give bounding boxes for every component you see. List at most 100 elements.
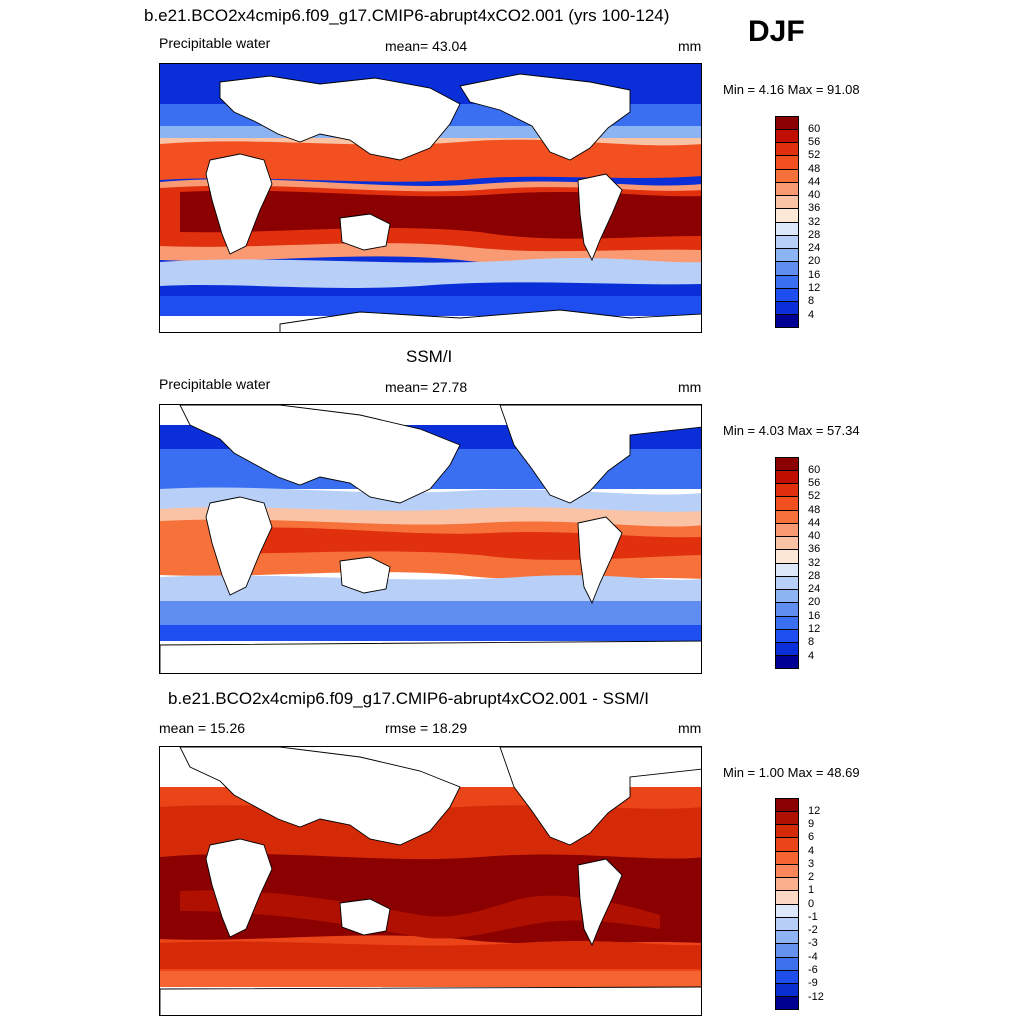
colorbar-swatch: [775, 536, 799, 550]
panel1-colorbar-tick: 20: [808, 255, 821, 267]
panel3-colorbar-tick: 3: [808, 858, 815, 870]
panel3-colorbar-tick: -6: [808, 964, 818, 976]
colorbar-swatch: [775, 496, 799, 511]
panel1-colorbar-tick: 48: [808, 163, 821, 175]
panel3-colorbar-tick: 12: [808, 805, 821, 817]
colorbar-swatch: [775, 957, 799, 971]
colorbar-swatch: [775, 129, 799, 143]
panel3-units-label: mm: [678, 720, 702, 736]
panel3-colorbar-tick: 6: [808, 831, 815, 843]
colorbar-swatch: [775, 288, 799, 302]
panel3-colorbar-tick: -3: [808, 937, 818, 949]
panel2-colorbar: [775, 457, 799, 669]
colorbar-swatch: [775, 877, 799, 891]
colorbar-swatch: [775, 169, 799, 183]
panel3-colorbar-tick: -1: [808, 911, 818, 923]
panel3-map-svg: [160, 747, 701, 1015]
panel1-map-svg: [160, 64, 701, 332]
panel1-minmax-label: Min = 4.16 Max = 91.08: [723, 82, 860, 97]
panel3-rmse-label: rmse = 18.29: [385, 720, 468, 736]
colorbar-swatch: [775, 824, 799, 838]
panel1-colorbar-tick: 28: [808, 229, 821, 241]
panel1-colorbar-tick: 56: [808, 136, 821, 148]
panel3-map: [159, 746, 702, 1016]
colorbar-swatch: [775, 798, 799, 812]
panel2-colorbar-tick: 12: [808, 623, 821, 635]
panel1-map: [159, 63, 702, 333]
season-label: DJF: [748, 15, 805, 48]
panel3-colorbar-tick: 4: [808, 845, 815, 857]
colorbar-swatch: [775, 155, 799, 170]
colorbar-swatch: [775, 261, 799, 276]
panel1-colorbar-tick: 60: [808, 123, 821, 135]
panel2-colorbar-tick: 36: [808, 543, 821, 555]
panel1-units-label: mm: [678, 38, 702, 54]
panel2-map-svg: [160, 405, 701, 673]
colorbar-swatch: [775, 837, 799, 852]
panel1-colorbar-tick: 40: [808, 189, 821, 201]
colorbar-swatch: [775, 983, 799, 997]
panel2-colorbar-tick: 40: [808, 530, 821, 542]
colorbar-swatch: [775, 851, 799, 865]
panel2-colorbar-tick: 8: [808, 636, 815, 648]
colorbar-swatch: [775, 811, 799, 825]
panel2-minmax-label: Min = 4.03 Max = 57.34: [723, 423, 860, 438]
colorbar-swatch: [775, 510, 799, 524]
panel2-colorbar-tick: 32: [808, 557, 821, 569]
panel1-title: b.e21.BCO2x4cmip6.f09_g17.CMIP6-abrupt4x…: [144, 6, 670, 25]
panel2-colorbar-tick: 16: [808, 610, 821, 622]
colorbar-swatch: [775, 314, 799, 328]
panel1-colorbar-tick: 36: [808, 202, 821, 214]
colorbar-swatch: [775, 642, 799, 656]
colorbar-swatch: [775, 222, 799, 236]
colorbar-swatch: [775, 996, 799, 1010]
colorbar-swatch: [775, 576, 799, 590]
colorbar-swatch: [775, 208, 799, 223]
colorbar-swatch: [775, 235, 799, 249]
panel3-colorbar-tick: -2: [808, 924, 818, 936]
panel1-colorbar-tick: 16: [808, 269, 821, 281]
panel3-colorbar-tick: -9: [808, 977, 818, 989]
colorbar-swatch: [775, 563, 799, 577]
panel2-colorbar-tick: 48: [808, 504, 821, 516]
colorbar-swatch: [775, 483, 799, 497]
colorbar-swatch: [775, 930, 799, 944]
panel2-units-label: mm: [678, 379, 702, 395]
panel2-colorbar-tick: 28: [808, 570, 821, 582]
colorbar-swatch: [775, 248, 799, 262]
colorbar-swatch: [775, 589, 799, 603]
panel3-colorbar-tick: -12: [808, 991, 824, 1003]
panel2-colorbar-tick: 20: [808, 596, 821, 608]
panel3-colorbar-tick: 1: [808, 884, 815, 896]
panel2-colorbar-tick: 24: [808, 583, 821, 595]
panel2-colorbar-tick: 52: [808, 490, 821, 502]
panel3-minmax-label: Min = 1.00 Max = 48.69: [723, 765, 860, 780]
panel3-colorbar-tick: -4: [808, 951, 818, 963]
colorbar-swatch: [775, 182, 799, 196]
colorbar-swatch: [775, 629, 799, 643]
colorbar-swatch: [775, 602, 799, 617]
colorbar-swatch: [775, 904, 799, 918]
panel1-colorbar-tick: 52: [808, 149, 821, 161]
colorbar-swatch: [775, 523, 799, 537]
colorbar-swatch: [775, 142, 799, 156]
colorbar-swatch: [775, 549, 799, 564]
panel2-colorbar-tick: 56: [808, 477, 821, 489]
colorbar-swatch: [775, 301, 799, 315]
colorbar-swatch: [775, 970, 799, 984]
panel3-colorbar-tick: 9: [808, 818, 815, 830]
colorbar-swatch: [775, 616, 799, 630]
panel1-colorbar-tick: 24: [808, 242, 821, 254]
panel1-colorbar-tick: 32: [808, 216, 821, 228]
panel3-colorbar-tick: 2: [808, 871, 815, 883]
panel3-title: b.e21.BCO2x4cmip6.f09_g17.CMIP6-abrupt4x…: [168, 689, 649, 708]
colorbar-swatch: [775, 890, 799, 905]
panel1-variable-label: Precipitable water: [159, 35, 271, 51]
colorbar-swatch: [775, 655, 799, 669]
panel2-colorbar-tick: 44: [808, 517, 821, 529]
colorbar-swatch: [775, 275, 799, 289]
colorbar-swatch: [775, 457, 799, 471]
colorbar-swatch: [775, 116, 799, 130]
panel2-mean-label: mean= 27.78: [385, 379, 468, 395]
colorbar-swatch: [775, 195, 799, 209]
